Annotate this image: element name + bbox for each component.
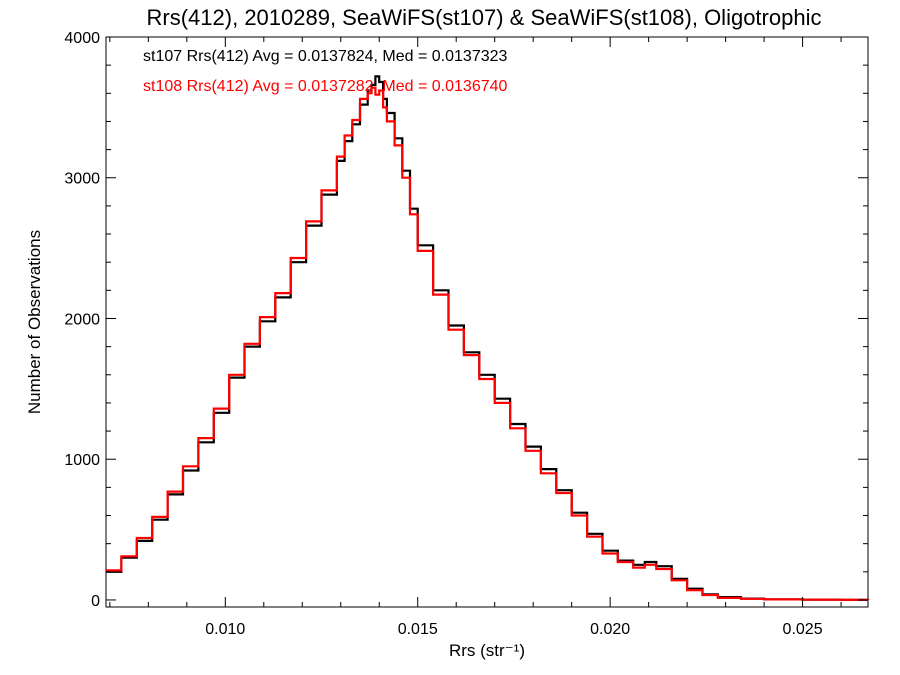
x-tick-label: 0.015 xyxy=(398,621,438,638)
series-line-st108 xyxy=(106,86,870,601)
y-tick-label: 1000 xyxy=(64,452,100,469)
annotation-st108: st108 Rrs(412) Avg = 0.0137282, Med = 0.… xyxy=(143,78,508,95)
y-ticks: 0 1000 2000 3000 4000 xyxy=(64,30,868,610)
x-tick-label: 0.025 xyxy=(783,621,823,638)
series-layer xyxy=(106,75,870,601)
x-ticks: 0.010 0.015 0.020 0.025 xyxy=(109,37,842,638)
y-tick-label: 4000 xyxy=(64,30,100,47)
annotation-st107: st107 Rrs(412) Avg = 0.0137824, Med = 0.… xyxy=(143,48,508,65)
x-tick-label: 0.010 xyxy=(205,621,245,638)
y-tick-label: 3000 xyxy=(64,171,100,188)
x-tick-label: 0.020 xyxy=(590,621,630,638)
plot-frame xyxy=(105,36,869,608)
y-axis-label: Number of Observations xyxy=(25,230,44,414)
y-tick-label: 0 xyxy=(91,593,100,610)
series-line-st107 xyxy=(106,75,870,601)
chart-title: Rrs(412), 2010289, SeaWiFS(st107) & SeaW… xyxy=(147,5,822,30)
y-tick-label: 2000 xyxy=(64,311,100,328)
x-axis-label: Rrs (str⁻¹) xyxy=(449,641,525,660)
plot-area: 0.010 0.015 0.020 0.025 0 1000 2000 3000 4000 xyxy=(64,30,870,638)
